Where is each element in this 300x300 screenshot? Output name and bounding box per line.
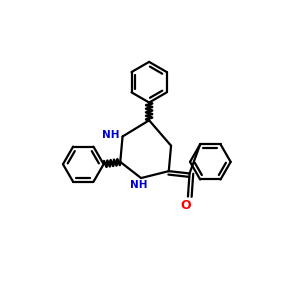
Text: NH: NH bbox=[130, 180, 148, 190]
Text: NH: NH bbox=[102, 130, 120, 140]
Text: O: O bbox=[180, 199, 191, 212]
